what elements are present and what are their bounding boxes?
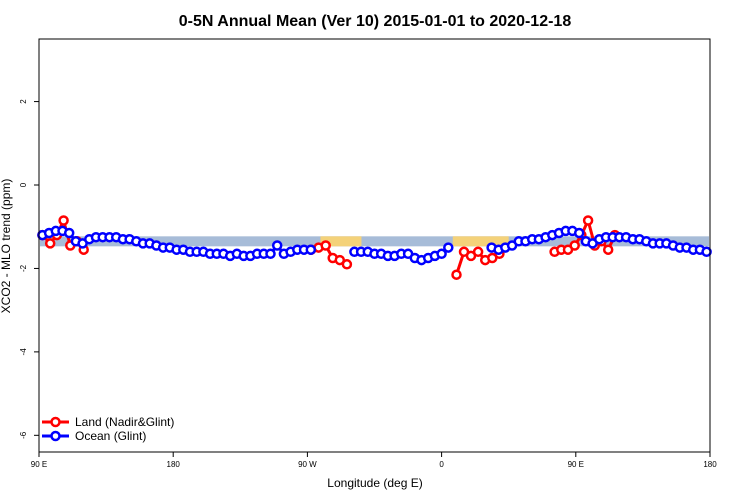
series-layer	[37, 215, 712, 280]
plot-frame	[38, 38, 711, 453]
data-point	[569, 240, 580, 251]
trend-band-land-1	[452, 236, 509, 247]
y-axis-label: XCO2 - MLO trend (ppm)	[0, 179, 13, 314]
data-point	[451, 269, 462, 280]
x-tick-label: 90 E	[31, 460, 47, 469]
data-point	[305, 244, 317, 255]
data-point	[573, 227, 585, 239]
x-tick-label: 0	[439, 460, 444, 469]
series-0	[37, 215, 621, 280]
data-point	[701, 246, 712, 258]
data-point	[341, 259, 353, 270]
y-tick-label: 0	[19, 182, 28, 187]
chart-title: 0-5N Annual Mean (Ver 10) 2015-01-01 to …	[179, 13, 572, 30]
data-point	[44, 238, 56, 249]
trend-band-ocean	[40, 236, 709, 247]
legend-label-ocean: Ocean (Glint)	[75, 429, 146, 443]
trend-band-land-0	[320, 236, 362, 247]
data-point	[271, 240, 283, 251]
y-tick-label: -6	[19, 431, 28, 439]
y-axis: -6 -4 -2 0 2	[19, 99, 39, 439]
x-tick-label: 90 W	[298, 460, 317, 469]
trend-band	[40, 236, 709, 247]
y-tick-label: -4	[19, 348, 28, 356]
y-tick-label: -2	[19, 264, 28, 272]
legend-marker-ocean	[50, 430, 61, 442]
x-axis: 90 E 180 90 W 0 90 E 180	[31, 452, 717, 469]
x-tick-label: 180	[703, 460, 717, 469]
data-point	[63, 227, 75, 239]
data-point	[602, 244, 614, 255]
data-point	[472, 246, 484, 258]
data-point	[320, 240, 331, 251]
data-point	[436, 248, 447, 260]
y-tick-label: 2	[19, 99, 28, 104]
x-axis-label: Longitude (deg E)	[327, 476, 422, 490]
series-1	[37, 225, 712, 266]
legend-marker-land	[50, 416, 61, 428]
data-point	[58, 215, 69, 226]
x-tick-label: 180	[167, 460, 181, 469]
legend-label-land: Land (Nadir&Glint)	[75, 415, 174, 429]
data-point	[443, 242, 454, 253]
data-point	[265, 248, 276, 260]
legend: Land (Nadir&Glint) Ocean (Glint)	[42, 415, 174, 443]
x-tick-label: 90 E	[568, 460, 584, 469]
data-point	[582, 215, 594, 226]
